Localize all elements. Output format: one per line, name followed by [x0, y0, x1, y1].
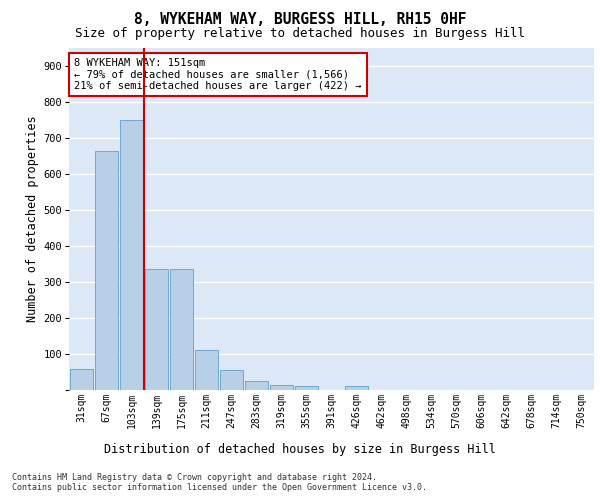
Text: 8, WYKEHAM WAY, BURGESS HILL, RH15 0HF: 8, WYKEHAM WAY, BURGESS HILL, RH15 0HF: [134, 12, 466, 28]
Bar: [295, 386, 318, 390]
Bar: [70, 370, 93, 390]
Y-axis label: Number of detached properties: Number of detached properties: [26, 116, 39, 322]
Bar: [170, 269, 193, 390]
Bar: [145, 269, 168, 390]
Bar: [120, 120, 143, 390]
Bar: [270, 384, 293, 390]
Bar: [195, 350, 218, 390]
Text: Contains HM Land Registry data © Crown copyright and database right 2024.
Contai: Contains HM Land Registry data © Crown c…: [12, 472, 427, 492]
Bar: [95, 152, 118, 390]
Text: Distribution of detached houses by size in Burgess Hill: Distribution of detached houses by size …: [104, 442, 496, 456]
Bar: [245, 381, 268, 390]
Text: 8 WYKEHAM WAY: 151sqm
← 79% of detached houses are smaller (1,566)
21% of semi-d: 8 WYKEHAM WAY: 151sqm ← 79% of detached …: [74, 58, 362, 91]
Bar: [220, 370, 243, 390]
Text: Size of property relative to detached houses in Burgess Hill: Size of property relative to detached ho…: [75, 28, 525, 40]
Bar: [345, 386, 368, 390]
